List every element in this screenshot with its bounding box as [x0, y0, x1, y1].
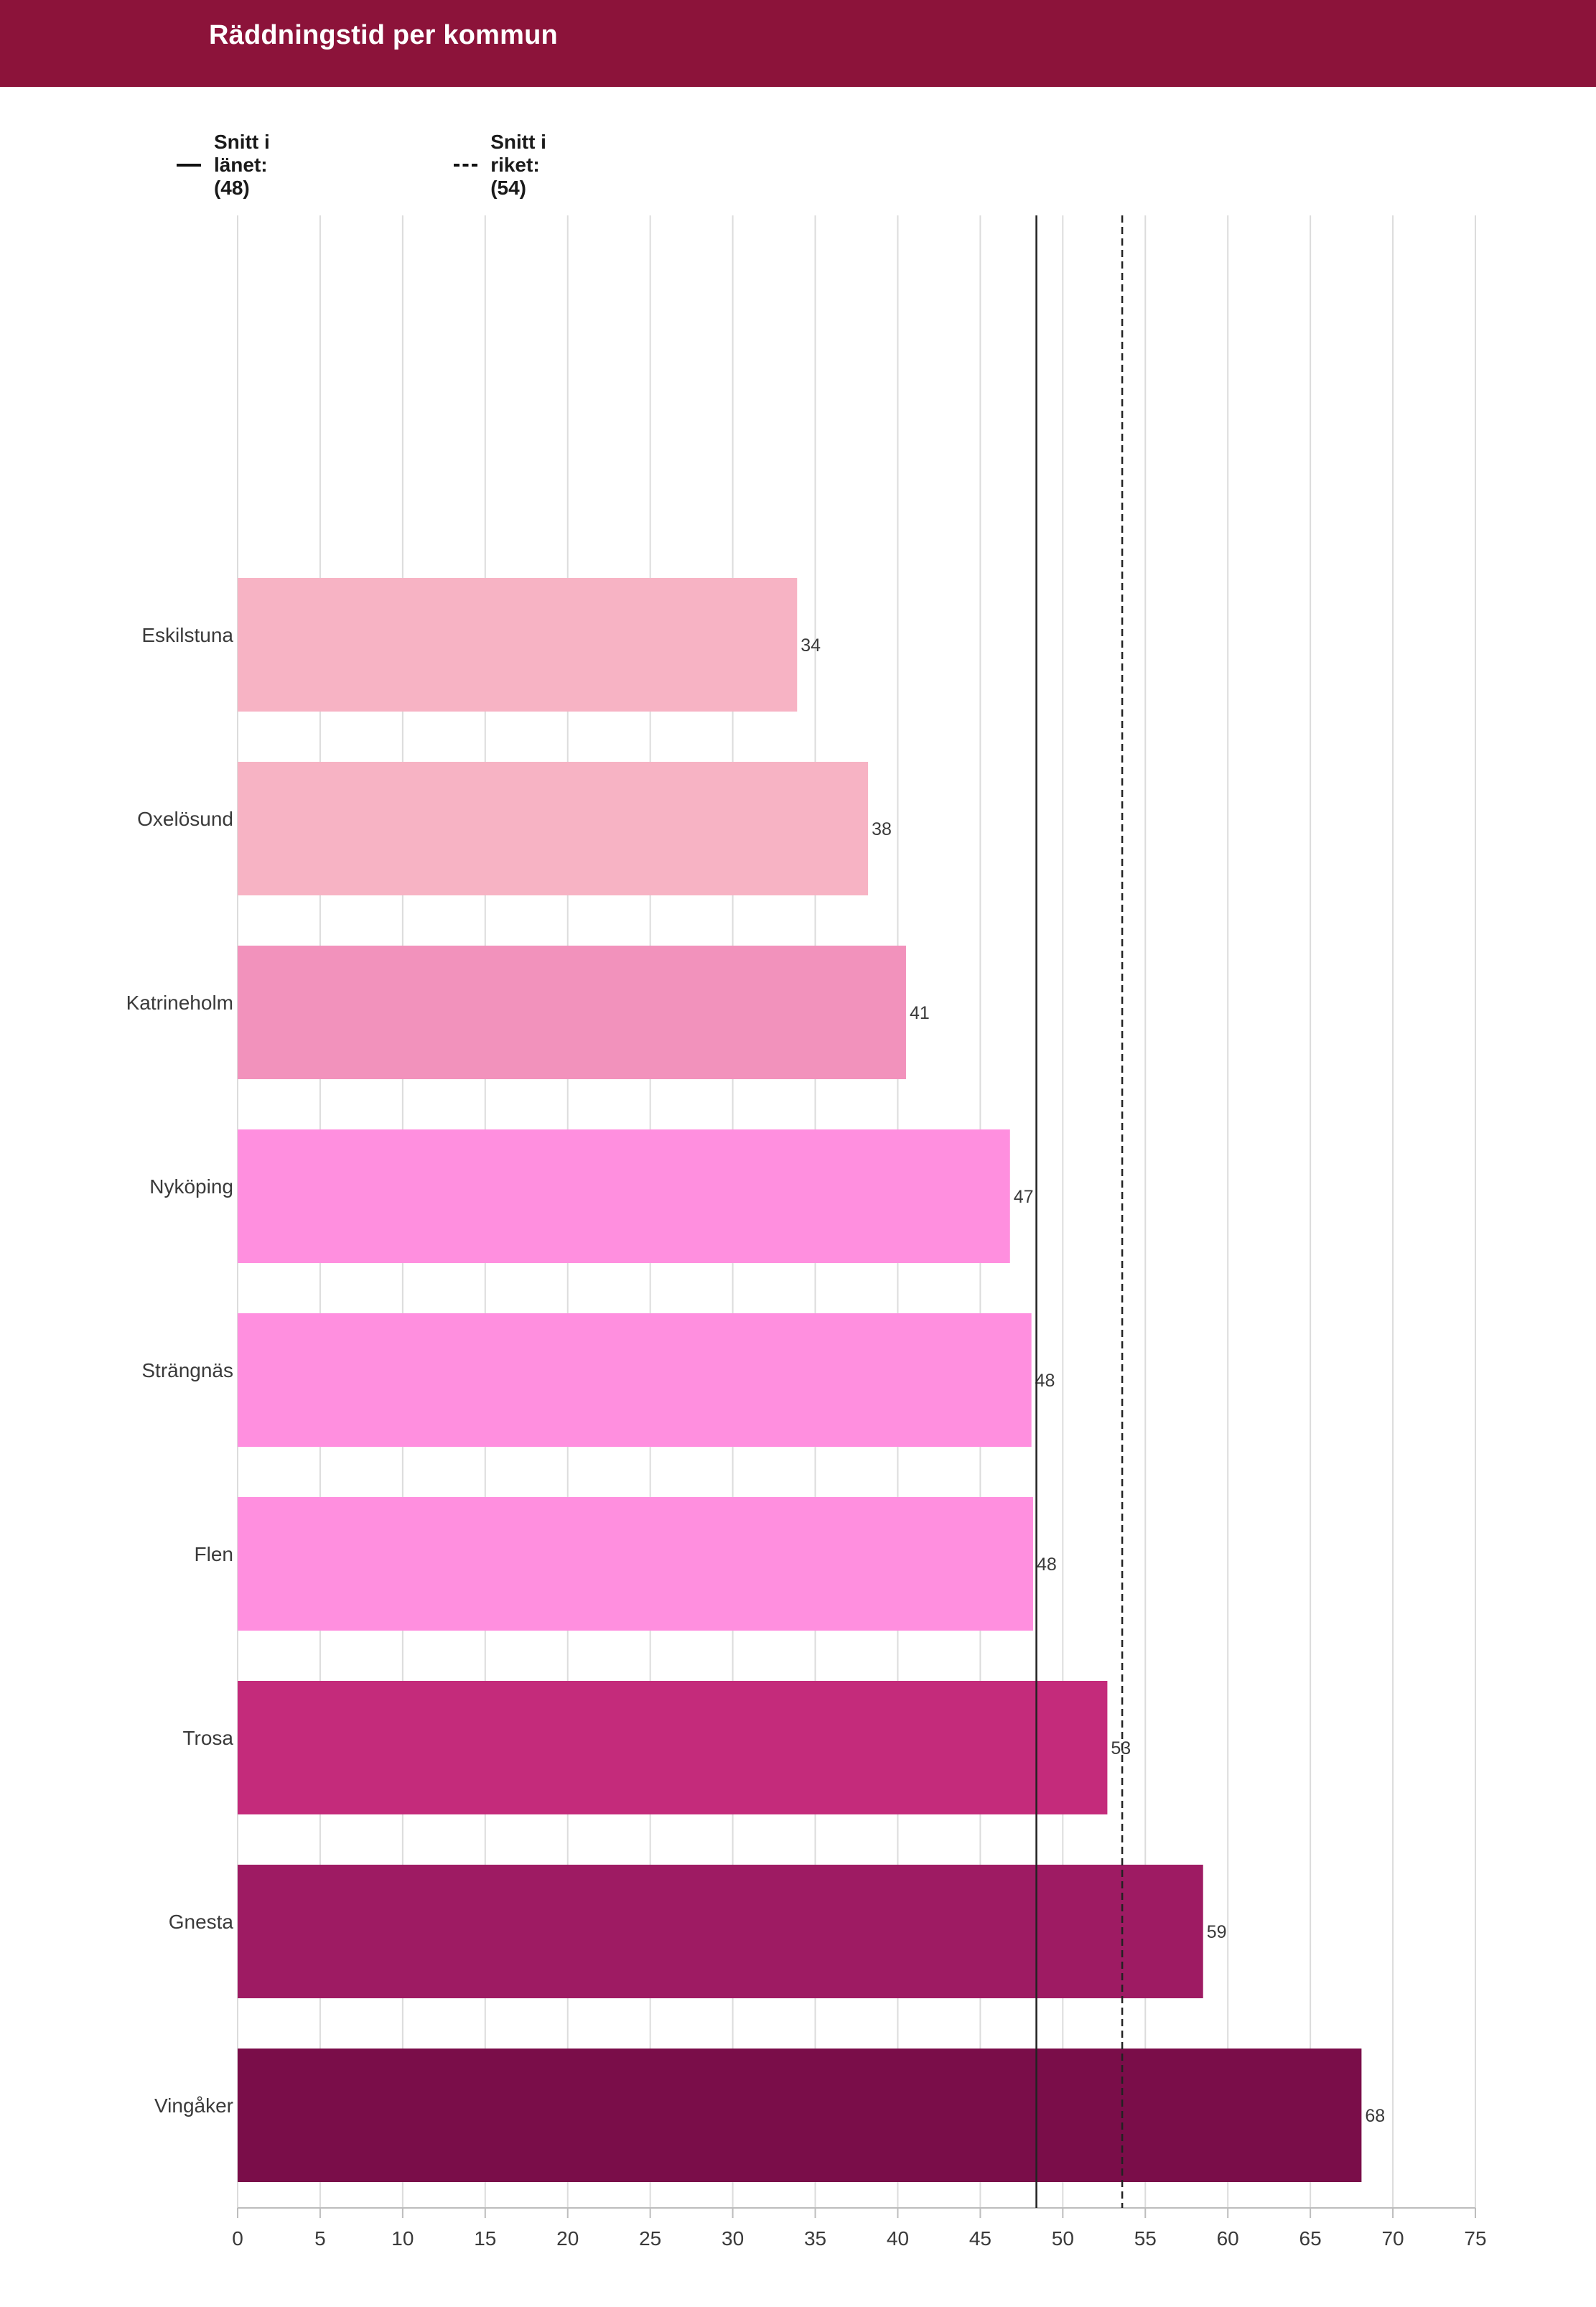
bar	[238, 1129, 1010, 1263]
header-bar: Räddningstid per kommun	[0, 0, 1596, 87]
data-label: 59	[1207, 1922, 1227, 1942]
data-label: 38	[872, 819, 892, 839]
x-tick-label: 50	[1052, 2227, 1074, 2250]
x-tick-label: 15	[474, 2227, 496, 2250]
bar	[238, 1865, 1203, 1998]
bar	[238, 578, 798, 712]
category-label: Katrineholm	[126, 992, 233, 1014]
x-tick-label: 55	[1134, 2227, 1157, 2250]
x-tick-label: 20	[556, 2227, 579, 2250]
bar	[238, 946, 906, 1079]
bar	[238, 1497, 1033, 1631]
x-tick-label: 25	[639, 2227, 661, 2250]
data-label: 68	[1365, 2106, 1385, 2126]
data-label: 34	[801, 635, 821, 656]
legend-label-riket: Snitt i riket: (54)	[490, 131, 546, 199]
data-label: 47	[1014, 1187, 1034, 1207]
category-label: Gnesta	[169, 1911, 234, 1933]
legend-item-riket: Snitt i riket: (54)	[454, 131, 564, 199]
category-label: Oxelösund	[137, 808, 233, 830]
x-tick-label: 5	[314, 2227, 326, 2250]
data-label: 41	[910, 1003, 930, 1023]
x-tick-label: 35	[804, 2227, 826, 2250]
x-tick-label: 65	[1299, 2227, 1322, 2250]
category-label: Eskilstuna	[141, 624, 233, 646]
legend-solid-line-icon	[177, 164, 201, 167]
x-tick-label: 60	[1217, 2227, 1239, 2250]
page-title: Räddningstid per kommun	[209, 20, 558, 50]
category-label: Trosa	[182, 1727, 233, 1749]
x-tick-label: 0	[232, 2227, 243, 2250]
x-tick-label: 30	[722, 2227, 744, 2250]
x-tick-label: 70	[1381, 2227, 1404, 2250]
legend-item-lan: Snitt i länet: (48)	[177, 131, 292, 199]
data-label: 48	[1035, 1371, 1055, 1391]
x-tick-label: 40	[887, 2227, 909, 2250]
bar	[238, 762, 869, 895]
bar	[238, 1681, 1108, 1814]
bar	[238, 2049, 1362, 2182]
x-tick-label: 45	[969, 2227, 991, 2250]
category-label: Strängnäs	[141, 1359, 233, 1381]
data-label: 53	[1111, 1738, 1131, 1758]
legend-label-lan: Snitt i länet: (48)	[213, 131, 270, 199]
category-label: Nyköping	[149, 1175, 233, 1198]
category-label: Vingåker	[154, 2094, 233, 2117]
x-tick-label: 75	[1464, 2227, 1486, 2250]
data-label: 48	[1037, 1555, 1057, 1575]
bar	[238, 1313, 1032, 1447]
category-label: Flen	[195, 1543, 233, 1565]
legend-dashed-line-icon	[454, 164, 478, 167]
x-tick-label: 10	[391, 2227, 414, 2250]
